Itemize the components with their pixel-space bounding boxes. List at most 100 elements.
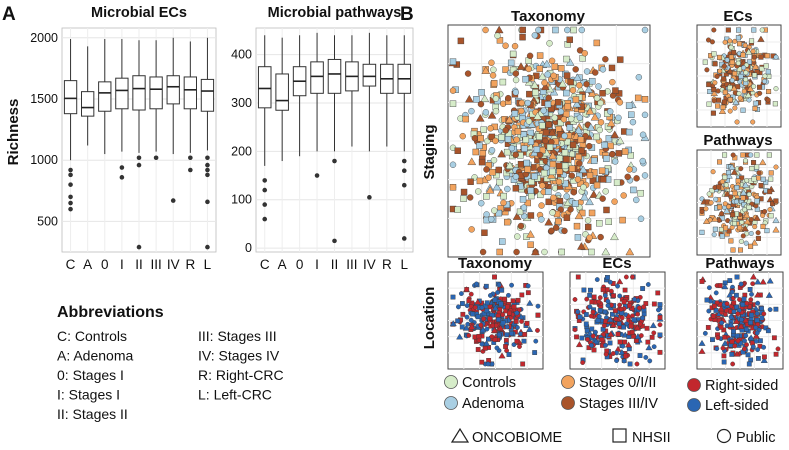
- sample-point: [619, 315, 625, 321]
- sample-point: [477, 100, 485, 108]
- sample-point: [593, 329, 598, 335]
- sample-point: [732, 98, 740, 105]
- y-tick-label: 0: [245, 241, 252, 255]
- sample-point: [711, 27, 717, 33]
- sample-point: [581, 50, 588, 57]
- sample-point: [739, 189, 748, 196]
- sample-point: [482, 345, 488, 351]
- sample-point: [741, 88, 747, 94]
- sample-point: [768, 176, 774, 182]
- sample-point: [459, 132, 466, 140]
- legend-swatch-staging: [561, 396, 575, 410]
- sample-point: [456, 304, 461, 310]
- sample-point: [502, 127, 509, 134]
- sample-point: [474, 281, 479, 287]
- sample-point: [518, 99, 525, 107]
- box: [200, 78, 215, 112]
- abbreviation-item: IV: Stages IV: [198, 348, 280, 364]
- sample-point: [729, 77, 735, 83]
- sample-point: [634, 361, 640, 367]
- sample-point: [640, 315, 645, 321]
- sample-point: [610, 351, 616, 356]
- sample-point: [738, 238, 744, 244]
- sample-point: [488, 133, 496, 141]
- outlier-point: [205, 172, 210, 178]
- sample-point: [511, 110, 519, 117]
- sample-point: [570, 189, 578, 196]
- sample-point: [732, 105, 738, 111]
- sample-point: [724, 57, 730, 63]
- sample-point: [580, 192, 589, 201]
- sample-point: [748, 357, 754, 363]
- sample-point: [752, 332, 760, 339]
- sample-point: [747, 287, 753, 292]
- sample-point: [762, 209, 768, 215]
- sample-point: [532, 350, 538, 355]
- sample-point: [495, 290, 501, 295]
- sample-point: [550, 194, 557, 201]
- sample-point: [773, 306, 779, 312]
- sample-point: [622, 339, 628, 345]
- sample-point: [589, 299, 595, 305]
- sample-point: [479, 150, 487, 157]
- sample-point: [554, 218, 562, 225]
- sample-point: [555, 162, 563, 170]
- sample-point: [516, 208, 524, 216]
- sample-point: [645, 282, 651, 287]
- sample-point: [752, 224, 758, 230]
- sample-point: [622, 287, 628, 293]
- sample-point: [518, 331, 523, 337]
- sample-point: [722, 152, 728, 158]
- sample-point: [729, 289, 735, 295]
- sample-point: [542, 129, 550, 136]
- sample-point: [487, 125, 494, 132]
- sample-point: [734, 119, 740, 125]
- sample-point: [721, 353, 727, 359]
- sample-point: [733, 292, 739, 298]
- sample-point: [630, 274, 635, 280]
- richness-axis-label: Richness: [5, 99, 22, 166]
- sample-point: [704, 67, 710, 73]
- sample-point: [748, 230, 754, 236]
- sample-point: [748, 152, 754, 158]
- sample-point: [577, 136, 585, 143]
- sample-point: [762, 354, 767, 360]
- sample-point: [625, 102, 633, 109]
- sample-point: [545, 198, 552, 206]
- sample-point: [615, 114, 622, 122]
- abbreviations-title: Abbreviations: [57, 304, 164, 321]
- sample-point: [758, 54, 764, 60]
- sample-point: [528, 192, 535, 200]
- sample-point: [742, 158, 748, 164]
- sample-point: [491, 207, 498, 214]
- x-tick-label: 0: [101, 257, 109, 272]
- sample-point: [517, 222, 525, 230]
- sample-point: [497, 149, 507, 158]
- sample-point: [540, 82, 550, 91]
- legend-label-location: Left-sided: [705, 398, 769, 414]
- sample-point: [612, 87, 619, 94]
- sample-point: [633, 175, 640, 182]
- sample-point: [476, 142, 483, 149]
- sample-point: [587, 89, 597, 97]
- sample-point: [722, 174, 728, 180]
- box: [183, 76, 197, 110]
- sample-point: [504, 135, 512, 143]
- sample-point: [485, 174, 492, 181]
- sample-point: [542, 59, 552, 68]
- sample-point: [610, 311, 615, 317]
- outlier-point: [401, 236, 407, 241]
- sample-point: [744, 91, 752, 98]
- sample-point: [757, 84, 763, 90]
- box: [149, 76, 163, 110]
- sample-point: [712, 80, 718, 86]
- abbreviation-item: I: Stages I: [57, 387, 120, 403]
- sample-point: [492, 337, 498, 342]
- sample-point: [744, 342, 749, 348]
- sample-point: [726, 67, 734, 74]
- sample-point: [488, 59, 495, 66]
- sample-point: [562, 180, 569, 187]
- sample-point: [754, 278, 762, 285]
- sample-point: [615, 331, 621, 337]
